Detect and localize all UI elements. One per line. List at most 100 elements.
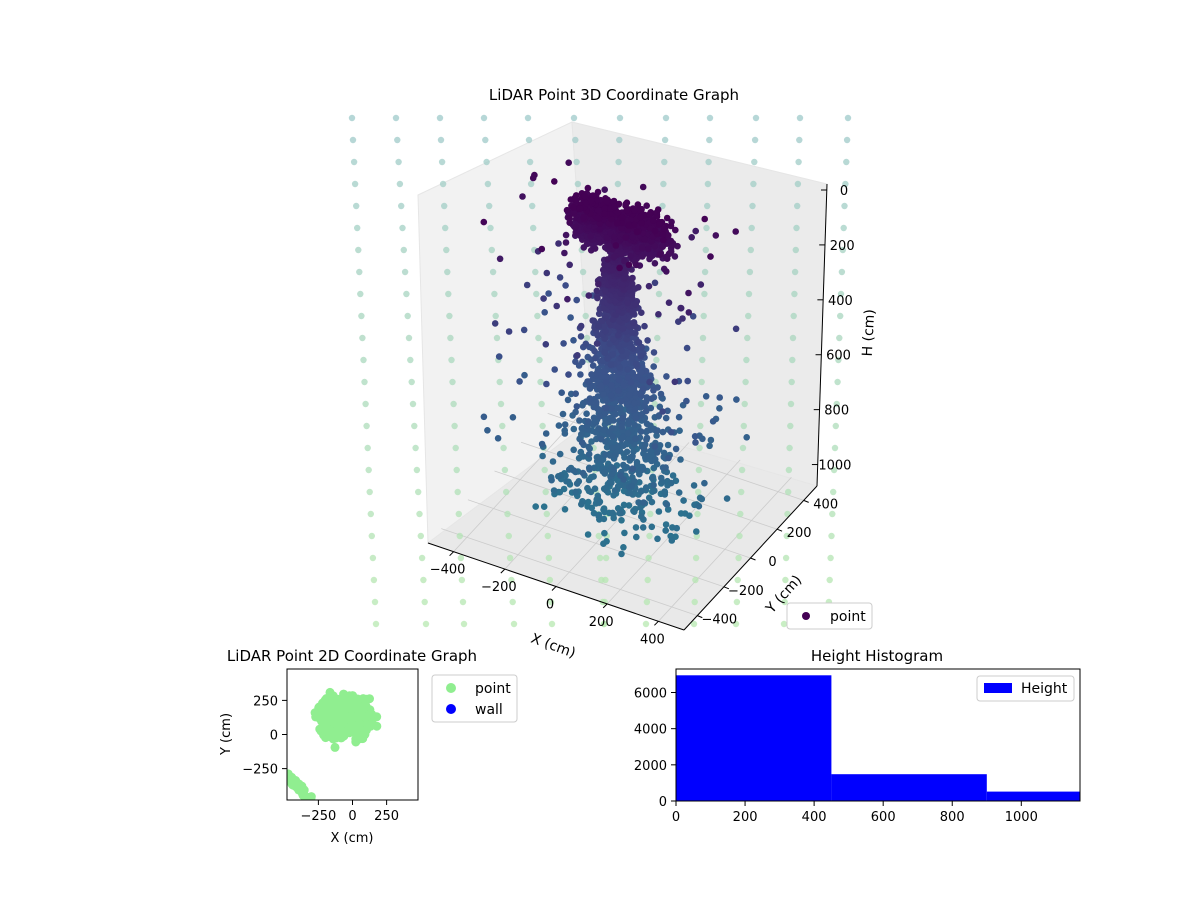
- data-point: [570, 337, 577, 344]
- data-point: [629, 329, 636, 336]
- wall-dot: [742, 378, 749, 386]
- wall-dot: [830, 488, 837, 496]
- wall-dot: [351, 180, 359, 188]
- data-point: [563, 206, 571, 214]
- data-point: [635, 499, 642, 506]
- data-point: [650, 349, 658, 356]
- data-point: [561, 421, 569, 428]
- data-point: [591, 347, 598, 355]
- wall-dot: [582, 312, 589, 320]
- data-point: [565, 159, 572, 166]
- point-dots: [480, 159, 750, 558]
- data-point: [707, 436, 715, 444]
- data-point: [538, 440, 546, 448]
- x-tick-label-2d: 0: [348, 809, 356, 824]
- wall-dot: [788, 378, 795, 386]
- data-point: [551, 178, 558, 185]
- wall-dot: [355, 246, 362, 254]
- wall-dot: [367, 510, 374, 518]
- wall-dot: [791, 268, 799, 276]
- data-point: [595, 499, 603, 507]
- y-tick-label-2d: 0: [270, 729, 278, 744]
- data-point: [594, 492, 602, 500]
- data-point: [634, 201, 642, 208]
- data-point: [653, 432, 660, 439]
- y-tick-label-2d: 250: [253, 694, 278, 709]
- data-point: [587, 232, 594, 240]
- data-point: [556, 450, 564, 458]
- wall-dot: [646, 532, 653, 540]
- data-point: [636, 390, 644, 398]
- data-point: [617, 250, 625, 258]
- data-point: [643, 434, 651, 442]
- z-axis-label-3d: H (cm): [860, 309, 878, 357]
- data-point: [665, 454, 672, 462]
- data-point: [592, 354, 599, 362]
- data-point: [639, 524, 647, 531]
- data-point: [540, 503, 548, 511]
- data-point: [577, 448, 585, 456]
- data-point: [654, 206, 662, 213]
- wall-dot: [642, 620, 650, 628]
- data-point: [648, 498, 656, 506]
- histogram-axes: 0 200 400 600 800 1000 0 2000 4000 6000: [634, 687, 1038, 826]
- wall-dot: [616, 114, 624, 122]
- data-point: [695, 502, 703, 510]
- wall-dot: [706, 114, 714, 122]
- data-point: [637, 504, 644, 511]
- wall-dot: [401, 268, 409, 276]
- data-point: [689, 313, 697, 320]
- data-point: [701, 479, 708, 487]
- data-point: [698, 495, 706, 503]
- wall-dot: [692, 576, 699, 584]
- wall-dot: [837, 290, 845, 298]
- wall-dot: [697, 422, 704, 430]
- data-point: [656, 251, 664, 258]
- wall-dot: [488, 246, 495, 254]
- data-point: [623, 464, 631, 471]
- wall-dot: [735, 554, 742, 562]
- wall-dot: [600, 620, 608, 628]
- data-point: [643, 452, 651, 460]
- data-point: [566, 261, 573, 269]
- wall-dot: [529, 202, 536, 210]
- data-point: [589, 192, 597, 199]
- data-point: [583, 410, 590, 418]
- data-point: [621, 341, 628, 348]
- wall-dot: [734, 576, 741, 584]
- data-point: [619, 414, 627, 422]
- wall-dot: [542, 488, 549, 496]
- histogram-title: Height Histogram: [811, 647, 943, 665]
- y-tick-label: −400: [701, 613, 737, 628]
- data-point: [597, 382, 605, 390]
- data-point: [624, 299, 631, 307]
- point-2d: [314, 702, 324, 712]
- wall-dot: [452, 444, 459, 452]
- wall-dot: [449, 378, 456, 386]
- wall-dot: [439, 180, 447, 188]
- data-point: [611, 233, 618, 241]
- data-point: [580, 213, 587, 221]
- data-point: [607, 392, 615, 399]
- wall-dot: [443, 246, 450, 254]
- wall-dot: [746, 268, 754, 276]
- wall-dot: [422, 620, 430, 628]
- wall-dot: [504, 510, 511, 518]
- data-point: [491, 320, 499, 327]
- y-tick: [750, 557, 756, 561]
- wall-dot: [526, 158, 534, 166]
- wall-dot: [544, 532, 551, 540]
- wall-dot: [733, 598, 741, 606]
- data-point: [706, 442, 713, 450]
- point-2d: [325, 725, 335, 735]
- data-point: [623, 335, 631, 343]
- data-point: [604, 355, 611, 362]
- data-point: [672, 445, 680, 453]
- wall-dot: [743, 356, 750, 364]
- point-2d: [346, 697, 356, 707]
- wall-dot: [692, 554, 700, 562]
- data-point: [632, 301, 639, 308]
- point-2d: [328, 699, 338, 709]
- data-point: [616, 509, 623, 517]
- data-point: [601, 205, 609, 212]
